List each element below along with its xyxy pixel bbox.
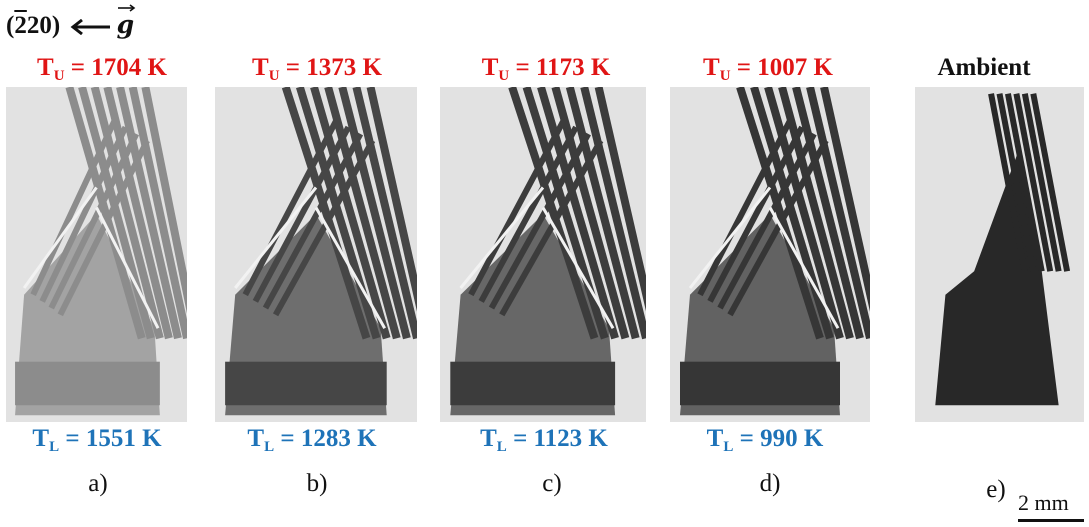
lower-band <box>15 361 160 406</box>
upper-temp-label-d: TU = 1007 K <box>703 54 833 84</box>
crossing-band <box>488 132 591 310</box>
slip-band <box>65 87 146 340</box>
crossing-band <box>697 119 793 297</box>
crossing-band <box>30 119 118 296</box>
slip-band <box>310 87 391 340</box>
boundary-line <box>234 186 318 289</box>
diffraction-vector-label: (220) g <box>6 4 135 40</box>
lower-temp-label-c: TL = 1123 K <box>480 425 608 455</box>
upper-temp-label-b: TU = 1373 K <box>252 54 382 84</box>
slip-band <box>565 87 640 340</box>
boundary-line <box>95 206 160 329</box>
slip-band <box>338 87 411 340</box>
slip-band <box>988 93 1028 272</box>
slip-band <box>324 87 401 340</box>
topograph-image-e <box>915 87 1084 422</box>
topograph-panel-d <box>670 87 870 422</box>
slip-band <box>996 93 1037 272</box>
panel-letter-e: e) <box>986 476 1006 503</box>
slip-band <box>806 87 870 340</box>
slip-band <box>352 87 417 340</box>
panel-letter-b: b) <box>306 470 328 497</box>
boundary-line <box>768 206 840 329</box>
lower-temp-label-a: TL = 1551 K <box>32 425 162 455</box>
crossing-band <box>262 132 364 310</box>
slip-band <box>580 87 646 340</box>
slip-band <box>792 87 864 340</box>
crossing-band <box>478 125 579 303</box>
upper-temp-label-a: TU = 1704 K <box>37 54 167 84</box>
topograph-panel-b <box>215 87 417 422</box>
crossing-band <box>727 139 829 317</box>
slip-band <box>778 87 854 340</box>
slip-band <box>508 87 599 340</box>
crossing-band <box>499 139 604 317</box>
topograph-image-c <box>440 87 646 422</box>
slip-band <box>736 87 824 340</box>
slip-band <box>1030 93 1071 272</box>
slip-band <box>764 87 844 340</box>
crossing-band <box>707 125 805 303</box>
slip-band <box>90 87 164 340</box>
crossing-band <box>272 139 376 317</box>
lower-band <box>680 361 840 406</box>
topograph-image-b <box>215 87 417 422</box>
crossing-band <box>48 132 140 310</box>
crossing-band <box>242 119 339 297</box>
slip-band <box>1021 93 1062 272</box>
slip-band <box>296 87 381 340</box>
topograph-panel-a <box>6 87 187 422</box>
slip-band <box>281 87 371 340</box>
slip-band <box>103 87 173 340</box>
slip-band <box>366 87 417 312</box>
ambient-label: Ambient <box>937 54 1031 81</box>
topograph-image-a <box>6 87 187 422</box>
boundary-line <box>541 206 615 329</box>
slip-band <box>522 87 609 340</box>
slip-band <box>1005 93 1045 272</box>
crossing-band <box>252 125 351 303</box>
slip-band <box>594 87 646 312</box>
slip-band <box>551 87 630 340</box>
scale-bar <box>1018 519 1084 522</box>
lower-band <box>225 361 387 406</box>
crossing-band <box>57 139 150 317</box>
topograph-panel-c <box>440 87 646 422</box>
left-arrow-icon <box>70 19 111 36</box>
slip-band <box>820 87 870 312</box>
slip-band <box>128 87 187 340</box>
lower-temp-label-d: TL = 990 K <box>706 425 824 455</box>
boundary-line <box>459 186 545 289</box>
crossing-band <box>468 119 567 297</box>
slip-band <box>1013 93 1054 272</box>
slip-band <box>141 87 187 314</box>
topograph-panel-e <box>915 87 1084 422</box>
plane-index-bar-digit: 2 <box>14 12 27 39</box>
slip-band <box>750 87 834 340</box>
panel-letter-a: a) <box>88 470 108 497</box>
boundary-line <box>688 186 772 289</box>
crossing-band <box>39 125 129 303</box>
panel-letter-d: d) <box>759 470 781 497</box>
plane-index-rest: 20 <box>26 12 52 39</box>
vector-arrow-icon <box>117 4 135 12</box>
topograph-image-d <box>670 87 870 422</box>
panel-letter-c: c) <box>542 470 562 497</box>
boundary-line <box>22 186 98 289</box>
vector-symbol: g <box>116 10 135 39</box>
slip-band <box>116 87 182 340</box>
boundary-line <box>314 206 386 329</box>
slip-band <box>78 87 155 340</box>
lower-temp-label-b: TL = 1283 K <box>247 425 377 455</box>
scale-bar-label: 2 mm <box>1018 490 1069 515</box>
slip-band <box>537 87 619 340</box>
lower-band <box>450 361 616 406</box>
crossing-band <box>717 132 817 310</box>
upper-temp-label-c: TU = 1173 K <box>481 54 611 84</box>
